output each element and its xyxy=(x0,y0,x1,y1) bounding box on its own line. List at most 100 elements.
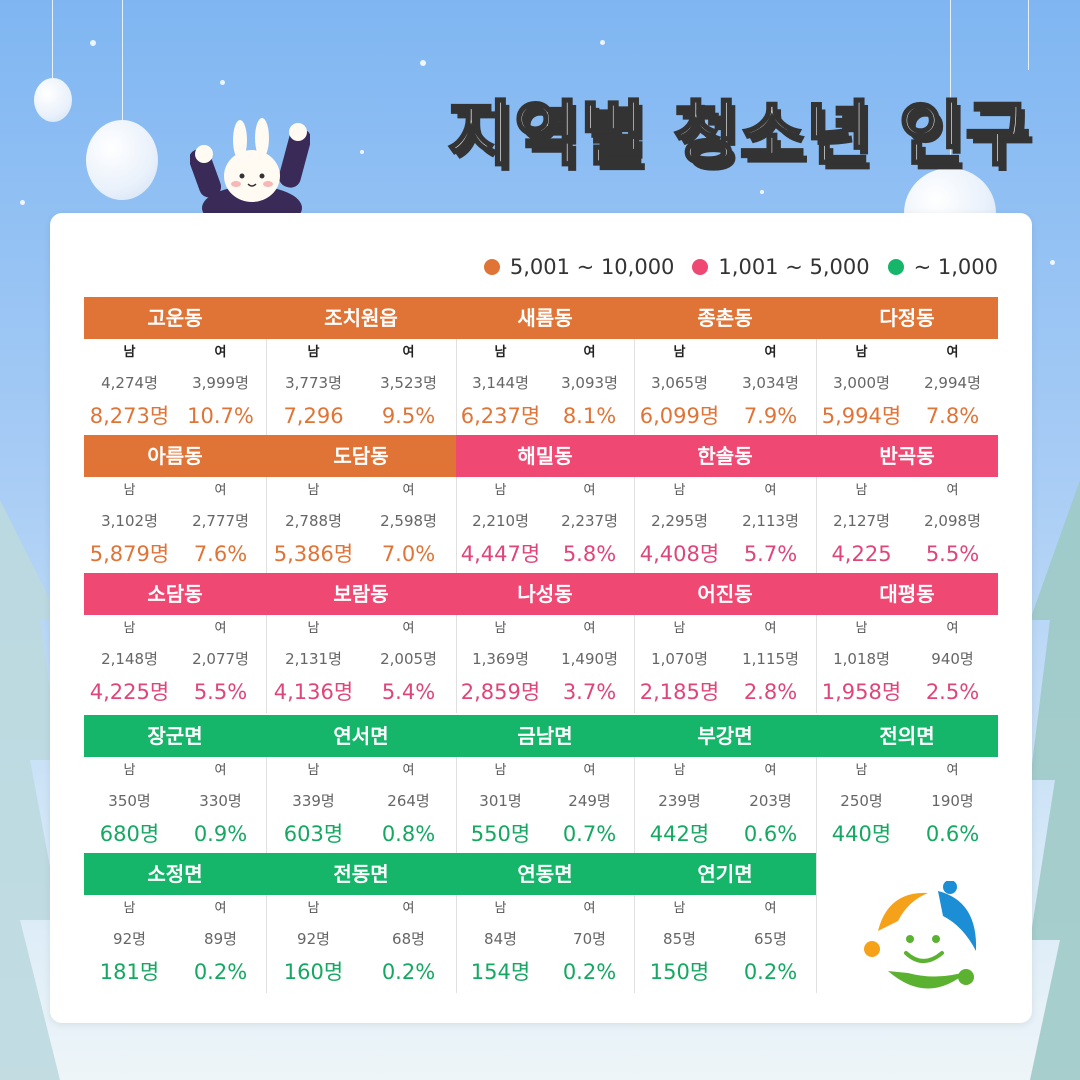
female-label: 여 xyxy=(764,763,777,778)
snowflake-dot xyxy=(760,190,764,194)
legend-item: 5,001 ~ 10,000 xyxy=(483,255,674,279)
female-count: 249명 xyxy=(568,792,611,810)
region-name: 종촌동 xyxy=(634,297,816,339)
male-label: 남 xyxy=(673,763,686,778)
total-count: 4,447명 xyxy=(460,542,541,566)
male-count: 2,131명 xyxy=(285,650,342,668)
female-label: 여 xyxy=(946,483,959,498)
female-label: 여 xyxy=(764,483,777,498)
region-cell: 부강면 남 여 239명 203명 442명 0.6% xyxy=(634,715,817,855)
female-count: 1,490명 xyxy=(561,650,618,668)
total-count: 1,958명 xyxy=(821,680,902,704)
tree-right xyxy=(1030,480,1080,1080)
legend-label: ~ 1,000 xyxy=(913,255,998,279)
region-cell: 아름동 남 여 3,102명 2,777명 5,879명 7.6% xyxy=(84,435,267,575)
region-name: 보람동 xyxy=(266,573,456,615)
region-cell: 장군면 남 여 350명 330명 680명 0.9% xyxy=(84,715,267,855)
female-count: 65명 xyxy=(754,930,787,948)
region-cell: 도담동 남 여 2,788명 2,598명 5,386명 7.0% xyxy=(266,435,457,575)
female-label: 여 xyxy=(946,763,959,778)
percentage: 8.1% xyxy=(562,404,617,428)
total-count: 5,994명 xyxy=(821,404,902,428)
male-count: 2,127명 xyxy=(833,512,890,530)
percentage: 5.4% xyxy=(381,680,436,704)
female-count: 2,994명 xyxy=(924,374,981,392)
bunny-mascot-icon xyxy=(190,118,310,218)
female-count: 3,034명 xyxy=(742,374,799,392)
page-title: 지역별 청소년 인구 xyxy=(447,92,1032,177)
total-count: 8,273명 xyxy=(89,404,170,428)
male-label: 남 xyxy=(307,621,320,636)
female-label: 여 xyxy=(402,345,415,360)
region-name: 도담동 xyxy=(266,435,456,477)
female-label: 여 xyxy=(764,901,777,916)
total-count: 4,408명 xyxy=(639,542,720,566)
percentage: 7.0% xyxy=(381,542,436,566)
percentage: 0.8% xyxy=(381,822,436,846)
percentage: 2.5% xyxy=(925,680,980,704)
total-count: 160명 xyxy=(283,960,344,984)
total-count: 6,237명 xyxy=(460,404,541,428)
percentage: 0.2% xyxy=(193,960,248,984)
region-name: 전동면 xyxy=(266,853,456,895)
female-label: 여 xyxy=(764,345,777,360)
region-cell: 한솔동 남 여 2,295명 2,113명 4,408명 5.7% xyxy=(634,435,817,575)
female-count: 940명 xyxy=(931,650,974,668)
region-name: 반곡동 xyxy=(816,435,998,477)
region-name: 나성동 xyxy=(456,573,634,615)
snowflake-dot xyxy=(90,40,96,46)
male-count: 84명 xyxy=(484,930,517,948)
region-name: 새롬동 xyxy=(456,297,634,339)
male-count: 1,018명 xyxy=(833,650,890,668)
percentage: 5.5% xyxy=(193,680,248,704)
female-count: 70명 xyxy=(573,930,606,948)
total-count: 150명 xyxy=(649,960,710,984)
female-count: 2,237명 xyxy=(561,512,618,530)
female-label: 여 xyxy=(764,621,777,636)
legend-dot-icon xyxy=(483,259,500,275)
female-count: 2,077명 xyxy=(192,650,249,668)
female-count: 2,098명 xyxy=(924,512,981,530)
female-count: 2,777명 xyxy=(192,512,249,530)
male-count: 250명 xyxy=(840,792,883,810)
female-count: 203명 xyxy=(749,792,792,810)
region-name: 아름동 xyxy=(84,435,266,477)
male-label: 남 xyxy=(494,621,507,636)
female-label: 여 xyxy=(214,345,227,360)
total-count: 2,185명 xyxy=(639,680,720,704)
region-cell: 나성동 남 여 1,369명 1,490명 2,859명 3.7% xyxy=(456,573,635,713)
snowflake-dot xyxy=(1050,260,1055,265)
legend-item: 1,001 ~ 5,000 xyxy=(692,255,870,279)
male-count: 239명 xyxy=(658,792,701,810)
male-label: 남 xyxy=(855,621,868,636)
smiling-figures-logo-icon xyxy=(864,881,977,989)
male-label: 남 xyxy=(673,901,686,916)
legend-dot-icon xyxy=(692,259,709,275)
region-cell: 해밀동 남 여 2,210명 2,237명 4,447명 5.8% xyxy=(456,435,635,575)
population-card: 5,001 ~ 10,000 1,001 ~ 5,000 ~ 1,000 고운동 남 여… xyxy=(50,213,1032,1023)
male-label: 남 xyxy=(855,483,868,498)
region-cell: 전동면 남 여 92명 68명 160명 0.2% xyxy=(266,853,457,993)
percentage: 0.2% xyxy=(562,960,617,984)
female-label: 여 xyxy=(214,483,227,498)
tree-left xyxy=(0,500,60,1080)
snowflake-dot xyxy=(220,80,225,85)
percentage: 0.6% xyxy=(743,822,798,846)
male-count: 301명 xyxy=(479,792,522,810)
female-label: 여 xyxy=(214,901,227,916)
female-count: 3,999명 xyxy=(192,374,249,392)
region-cell: 소정면 남 여 92명 89명 181명 0.2% xyxy=(84,853,267,993)
female-count: 89명 xyxy=(204,930,237,948)
region-name: 해밀동 xyxy=(456,435,634,477)
male-label: 남 xyxy=(123,483,136,498)
female-label: 여 xyxy=(402,901,415,916)
female-count: 190명 xyxy=(931,792,974,810)
female-count: 68명 xyxy=(392,930,425,948)
male-count: 2,295명 xyxy=(651,512,708,530)
total-count: 550명 xyxy=(470,822,531,846)
total-count: 442명 xyxy=(649,822,710,846)
female-label: 여 xyxy=(214,621,227,636)
male-count: 92명 xyxy=(297,930,330,948)
male-label: 남 xyxy=(307,483,320,498)
total-count: 680명 xyxy=(99,822,160,846)
